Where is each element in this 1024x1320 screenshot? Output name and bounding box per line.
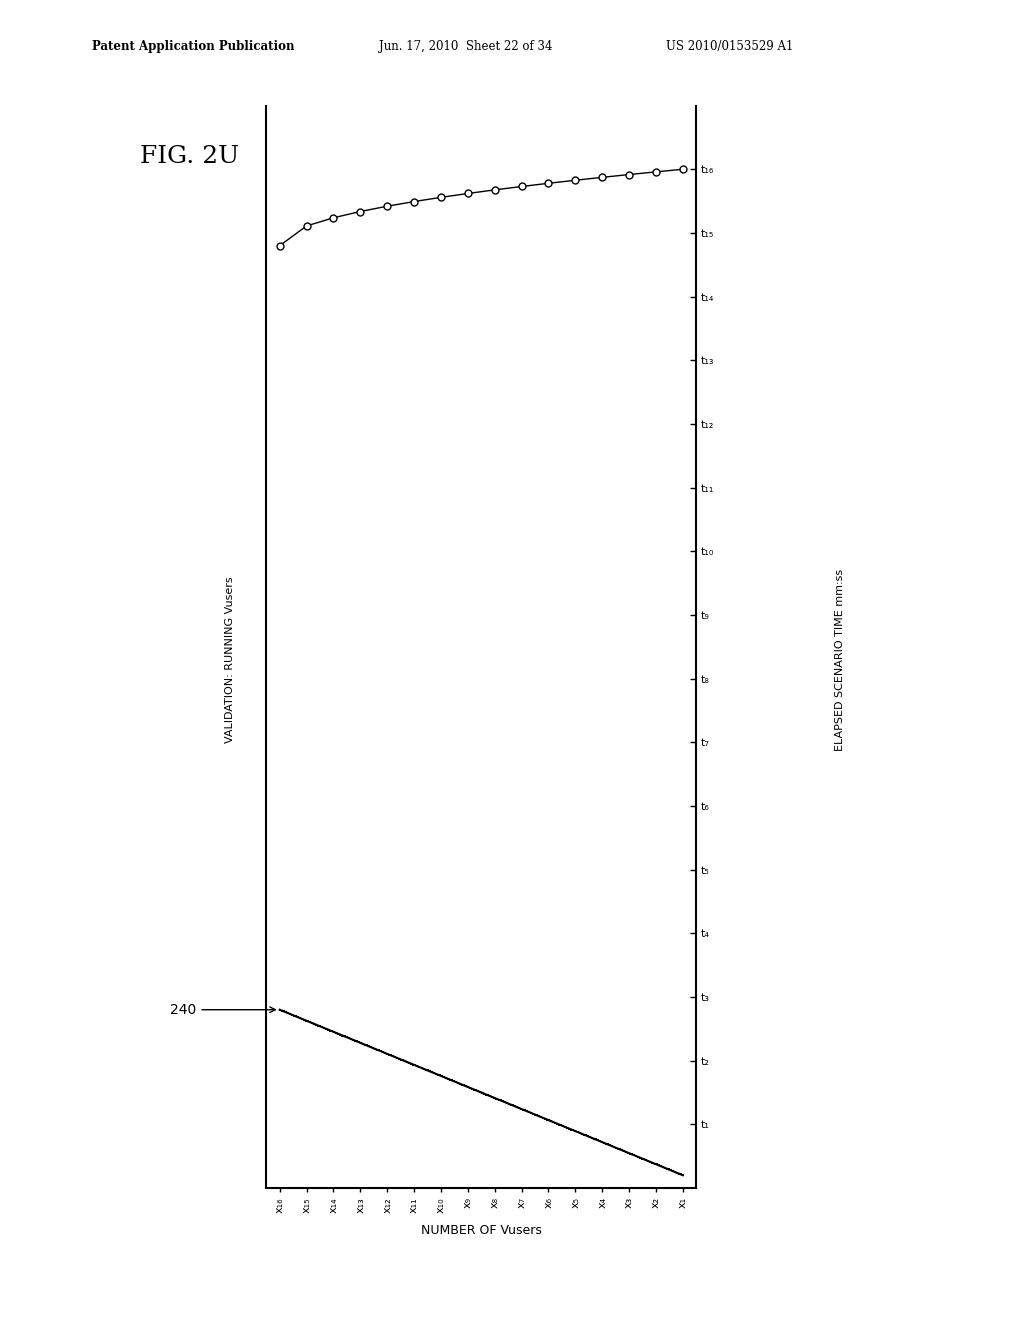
- Text: Patent Application Publication: Patent Application Publication: [92, 40, 295, 53]
- Text: VALIDATION: RUNNING Vusers: VALIDATION: RUNNING Vusers: [225, 577, 236, 743]
- Text: FIG. 2U: FIG. 2U: [140, 145, 239, 168]
- Text: US 2010/0153529 A1: US 2010/0153529 A1: [666, 40, 793, 53]
- Text: Jun. 17, 2010  Sheet 22 of 34: Jun. 17, 2010 Sheet 22 of 34: [379, 40, 552, 53]
- X-axis label: NUMBER OF Vusers: NUMBER OF Vusers: [421, 1224, 542, 1237]
- Text: ELAPSED SCENARIO TIME mm:ss: ELAPSED SCENARIO TIME mm:ss: [835, 569, 845, 751]
- Text: 240: 240: [170, 1003, 275, 1016]
